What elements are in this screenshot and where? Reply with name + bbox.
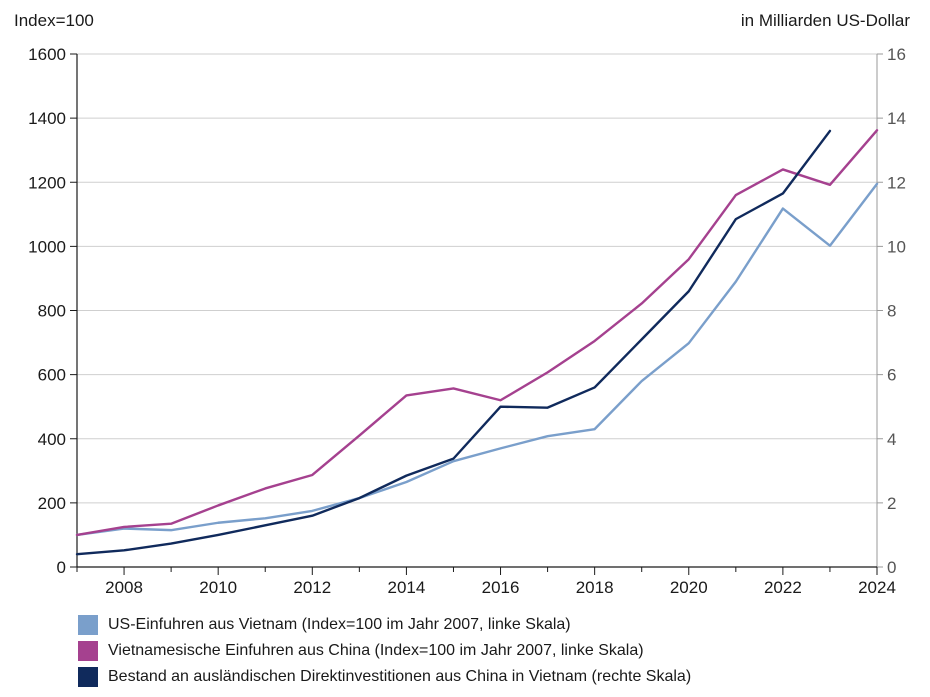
y-tick-label-left: 1600 bbox=[28, 45, 66, 64]
legend-swatch bbox=[78, 667, 98, 687]
y-tick-label-right: 0 bbox=[887, 558, 896, 577]
series-line-2 bbox=[75, 129, 832, 556]
legend-label: Bestand an ausländischen Direktinvestiti… bbox=[108, 668, 692, 685]
x-tick-label: 2018 bbox=[576, 578, 614, 597]
left-axis-title: Index=100 bbox=[14, 11, 94, 30]
legend-swatch bbox=[78, 615, 98, 635]
x-tick-label: 2010 bbox=[199, 578, 237, 597]
y-tick-label-right: 2 bbox=[887, 494, 896, 513]
y-tick-label-right: 4 bbox=[887, 430, 896, 449]
x-tick-label: 2016 bbox=[482, 578, 520, 597]
x-tick-label: 2008 bbox=[105, 578, 143, 597]
y-tick-label-left: 1400 bbox=[28, 109, 66, 128]
x-tick-label: 2022 bbox=[764, 578, 802, 597]
legend-item-us-imports: US-Einfuhren aus Vietnam (Index=100 im J… bbox=[78, 612, 691, 638]
legend-item-vietnam-imports: Vietnamesische Einfuhren aus China (Inde… bbox=[78, 638, 691, 664]
series-lines bbox=[75, 129, 879, 556]
y-tick-label-left: 400 bbox=[38, 430, 66, 449]
tick-labels: 0 200 400 600 800 1000 1200 1400 1600 0 2 4 6 8 10 12 14… bbox=[28, 45, 906, 597]
legend-item-fdi-stock: Bestand an ausländischen Direktinvestiti… bbox=[78, 664, 691, 690]
chart: 0 200 400 600 800 1000 1200 1400 1600 0 2 4 6 8 10 12 14… bbox=[14, 11, 910, 597]
y-tick-label-left: 1200 bbox=[28, 173, 66, 192]
y-tick-label-right: 6 bbox=[887, 366, 896, 385]
y-tick-label-right: 14 bbox=[887, 109, 906, 128]
gridlines bbox=[77, 53, 877, 504]
y-tick-label-right: 16 bbox=[887, 45, 906, 64]
legend-label: Vietnamesische Einfuhren aus China (Inde… bbox=[108, 642, 644, 659]
legend: US-Einfuhren aus Vietnam (Index=100 im J… bbox=[78, 612, 691, 690]
x-tick-label: 2020 bbox=[670, 578, 708, 597]
legend-label: US-Einfuhren aus Vietnam (Index=100 im J… bbox=[108, 616, 571, 633]
x-tick-label: 2012 bbox=[293, 578, 331, 597]
y-tick-label-left: 0 bbox=[57, 558, 66, 577]
y-tick-label-right: 10 bbox=[887, 237, 906, 256]
series-line-1 bbox=[75, 129, 879, 537]
y-tick-label-left: 600 bbox=[38, 366, 66, 385]
x-tick-label: 2024 bbox=[858, 578, 896, 597]
series-line-0 bbox=[75, 182, 879, 537]
y-tick-label-left: 800 bbox=[38, 302, 66, 321]
y-tick-label-right: 8 bbox=[887, 302, 896, 321]
y-tick-label-left: 1000 bbox=[28, 237, 66, 256]
y-tick-label-left: 200 bbox=[38, 494, 66, 513]
legend-swatch bbox=[78, 641, 98, 661]
x-tick-label: 2014 bbox=[387, 578, 425, 597]
right-axis-title: in Milliarden US-Dollar bbox=[741, 11, 910, 30]
y-tick-label-right: 12 bbox=[887, 173, 906, 192]
axes bbox=[70, 53, 883, 575]
